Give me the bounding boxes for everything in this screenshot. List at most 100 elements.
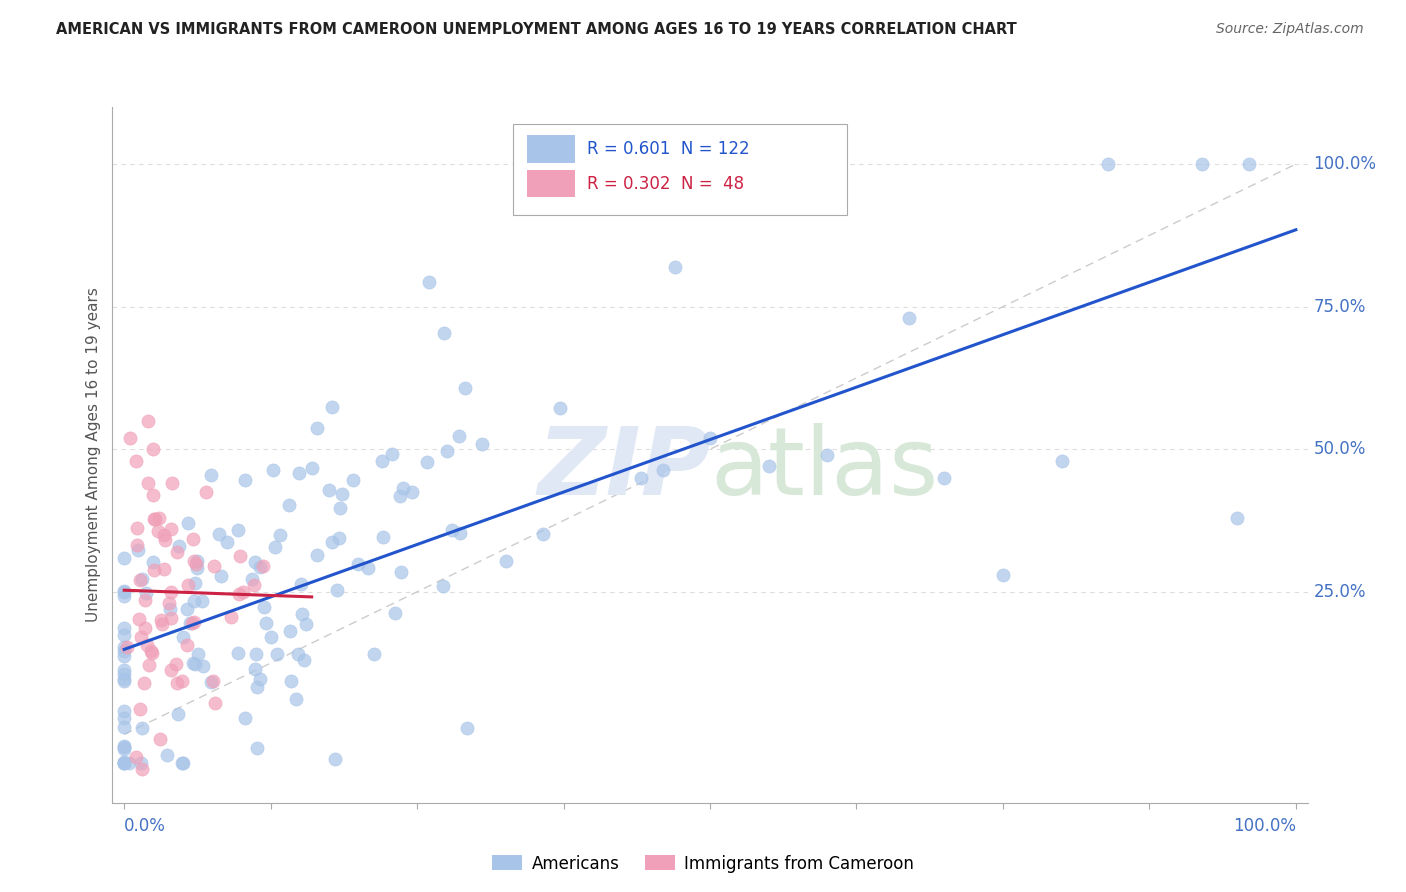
Point — [125, 538, 148, 552]
Point — [249, 560, 271, 574]
Point — [125, 750, 148, 764]
Point — [131, 762, 153, 776]
Point — [229, 549, 252, 564]
Point — [112, 644, 135, 658]
Text: 0.0%: 0.0% — [124, 817, 166, 835]
Point — [441, 524, 464, 538]
Point — [246, 741, 269, 756]
Point — [292, 653, 315, 667]
Point — [156, 747, 179, 762]
Point — [180, 615, 202, 630]
Point — [150, 617, 173, 632]
Y-axis label: Unemployment Among Ages 16 to 19 years: Unemployment Among Ages 16 to 19 years — [86, 287, 101, 623]
Point — [112, 585, 135, 599]
Text: ZIP: ZIP — [537, 423, 710, 515]
Point — [392, 481, 415, 495]
Point — [146, 524, 169, 538]
Point — [143, 563, 166, 577]
Point — [165, 657, 187, 672]
Point — [328, 532, 350, 546]
Point — [456, 721, 478, 735]
Point — [371, 454, 394, 468]
Point — [143, 512, 166, 526]
Point — [381, 447, 404, 461]
Point — [301, 461, 323, 475]
Point — [155, 533, 177, 548]
Point — [449, 526, 471, 541]
Point — [129, 756, 152, 770]
Point — [112, 589, 135, 603]
Point — [664, 260, 686, 274]
Legend: Americans, Immigrants from Cameroon: Americans, Immigrants from Cameroon — [485, 848, 921, 880]
Point — [128, 611, 150, 625]
Point — [112, 755, 135, 769]
Point — [112, 756, 135, 770]
Point — [160, 610, 183, 624]
Text: R = 0.302  N =  48: R = 0.302 N = 48 — [586, 175, 744, 193]
Point — [548, 401, 571, 415]
Point — [454, 381, 477, 395]
Point — [176, 638, 198, 652]
Point — [342, 474, 364, 488]
Point — [285, 691, 308, 706]
Point — [305, 421, 328, 435]
Point — [141, 644, 163, 658]
Point — [129, 630, 152, 644]
Point — [232, 585, 254, 599]
Point — [699, 431, 721, 445]
Point — [181, 533, 204, 547]
Point — [117, 756, 139, 770]
FancyBboxPatch shape — [513, 124, 848, 215]
Point — [249, 672, 271, 686]
Point — [112, 621, 135, 635]
Point — [159, 602, 181, 616]
Point — [253, 599, 276, 614]
Point — [112, 756, 135, 770]
Point — [219, 610, 242, 624]
Point — [134, 593, 156, 607]
Point — [152, 562, 174, 576]
Point — [183, 594, 205, 608]
Point — [240, 573, 263, 587]
Point — [184, 657, 207, 671]
Point — [288, 466, 311, 480]
Point — [125, 453, 148, 467]
Point — [135, 586, 157, 600]
Point — [433, 326, 456, 341]
Point — [418, 275, 440, 289]
Point — [388, 489, 411, 503]
Point — [201, 674, 224, 689]
Point — [112, 648, 135, 663]
Point — [112, 740, 135, 755]
Point — [243, 555, 266, 569]
Point — [290, 577, 312, 591]
Point — [347, 557, 370, 571]
Point — [934, 471, 956, 485]
Text: R = 0.601  N = 122: R = 0.601 N = 122 — [586, 140, 749, 158]
Point — [318, 483, 340, 498]
Point — [389, 566, 412, 580]
Point — [136, 476, 159, 491]
Point — [252, 559, 274, 574]
Point — [294, 617, 316, 632]
Point — [150, 614, 173, 628]
Point — [246, 681, 269, 695]
Point — [115, 640, 138, 654]
Text: 75.0%: 75.0% — [1313, 298, 1365, 316]
Point — [217, 535, 239, 549]
Point — [186, 561, 208, 575]
Point — [898, 311, 921, 326]
Point — [131, 572, 153, 586]
Point — [167, 539, 190, 553]
Point — [172, 630, 194, 644]
Point — [141, 646, 163, 660]
Point — [264, 540, 287, 554]
Point — [266, 647, 288, 661]
Point — [191, 658, 214, 673]
Point — [177, 578, 200, 592]
Point — [651, 463, 673, 477]
Point — [432, 579, 454, 593]
Point — [243, 578, 266, 592]
Point — [277, 499, 299, 513]
Point — [208, 527, 231, 541]
